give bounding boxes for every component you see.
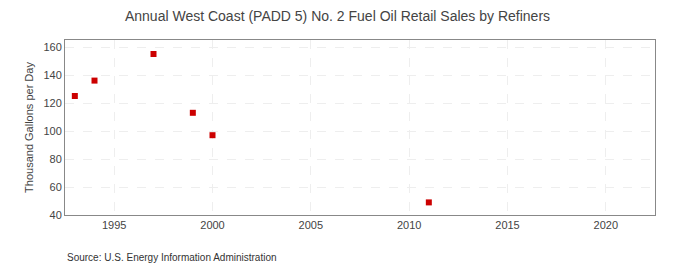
- svg-text:2010: 2010: [397, 219, 421, 231]
- svg-text:2005: 2005: [299, 219, 323, 231]
- svg-text:80: 80: [50, 153, 62, 165]
- svg-text:1995: 1995: [102, 219, 126, 231]
- svg-text:120: 120: [43, 97, 61, 109]
- svg-text:Annual West Coast (PADD 5) No.: Annual West Coast (PADD 5) No. 2 Fuel Oi…: [125, 8, 550, 24]
- svg-text:40: 40: [50, 209, 62, 221]
- svg-text:Source: U.S. Energy Informatio: Source: U.S. Energy Information Administ…: [67, 252, 277, 263]
- svg-text:160: 160: [43, 41, 61, 53]
- svg-text:2015: 2015: [495, 219, 519, 231]
- svg-text:2000: 2000: [200, 219, 224, 231]
- svg-text:Thousand Gallons per Day: Thousand Gallons per Day: [23, 62, 35, 193]
- svg-text:60: 60: [50, 181, 62, 193]
- svg-text:140: 140: [43, 69, 61, 81]
- svg-text:2020: 2020: [594, 219, 618, 231]
- svg-text:100: 100: [43, 125, 61, 137]
